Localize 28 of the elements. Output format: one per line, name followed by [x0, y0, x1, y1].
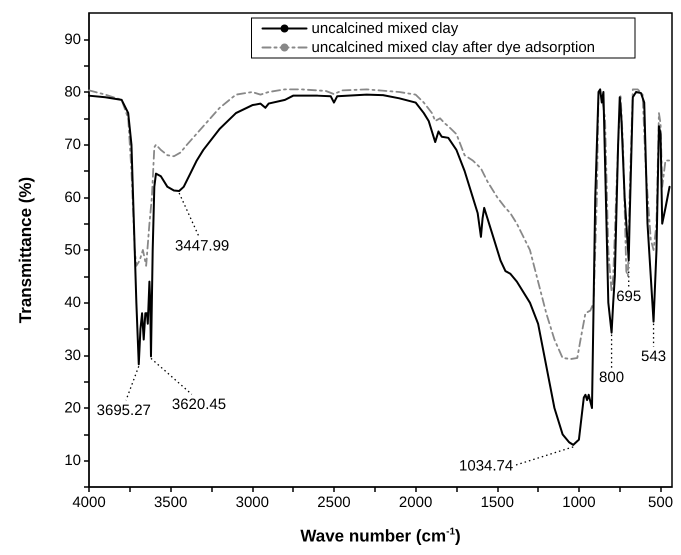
x-tick-label: 4000	[72, 494, 106, 511]
annotation: 3695.27	[96, 402, 151, 419]
annotation: 3447.99	[175, 238, 230, 255]
y-tick-label: 90	[64, 30, 81, 48]
annotation: 3620.45	[172, 396, 226, 413]
x-tick-label: 3000	[236, 494, 269, 511]
y-tick-label: 40	[64, 294, 81, 312]
y-axis-title: Transmittance (%)	[16, 176, 35, 324]
y-tick-label: 60	[64, 188, 81, 206]
y-tick-label: 10	[64, 452, 81, 470]
x-tick-label: 2000	[398, 494, 432, 511]
x-tick-label: 2500	[317, 494, 351, 511]
y-tick-label: 20	[64, 400, 81, 416]
x-tick-label: 1000	[562, 494, 596, 511]
legend-label: uncalcined mixed clay	[312, 20, 459, 37]
x-tick-label: 1500	[480, 494, 514, 511]
legend-label: uncalcined mixed clay after dye adsorption	[312, 39, 596, 56]
x-tick-label: 500	[648, 494, 674, 511]
annotation: 543	[641, 348, 666, 366]
y-tick-label: 80	[64, 84, 81, 100]
y-tick-label: 50	[64, 242, 81, 258]
annotation: 1034.74	[459, 457, 514, 474]
x-tick-label: 3500	[154, 494, 188, 511]
annotation: 800	[599, 369, 624, 386]
y-tick-label: 70	[64, 136, 81, 154]
annotation: 695	[616, 288, 642, 306]
line-series	[88, 88, 670, 360]
y-tick-label: 30	[64, 346, 81, 364]
